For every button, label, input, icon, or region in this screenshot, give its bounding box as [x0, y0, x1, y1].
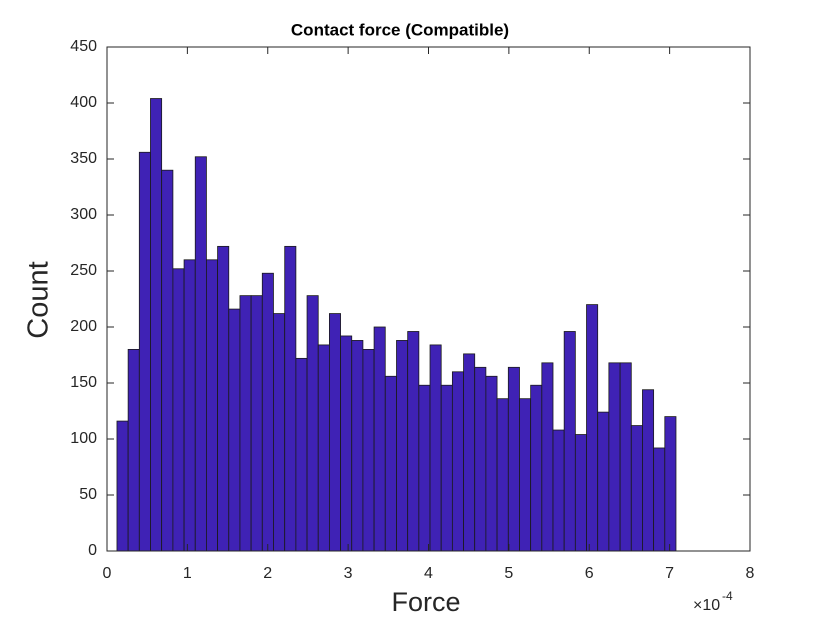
bar	[474, 366, 487, 552]
bar	[440, 384, 453, 552]
y-tick-label: 50	[79, 486, 97, 503]
bar	[563, 331, 576, 552]
bar	[451, 371, 464, 552]
bar	[306, 295, 319, 552]
bar	[161, 169, 174, 552]
bar	[261, 272, 274, 552]
bar	[507, 366, 520, 552]
x-scale-exponent: -4	[722, 589, 733, 603]
bar	[407, 331, 420, 552]
y-tick-label: 350	[70, 150, 97, 167]
bar	[530, 384, 543, 552]
bar	[295, 357, 308, 552]
x-tick-label: 2	[263, 565, 272, 582]
bar	[586, 304, 599, 552]
bar	[239, 295, 252, 552]
bar	[642, 389, 655, 552]
bar	[429, 344, 442, 552]
y-axis-label: Count	[23, 261, 55, 338]
bar	[597, 411, 610, 552]
bar	[463, 353, 476, 552]
x-tick-label: 5	[504, 565, 513, 582]
bar	[664, 416, 677, 552]
bar	[138, 151, 151, 552]
x-tick-label: 1	[183, 565, 192, 582]
bar	[340, 335, 353, 552]
bar	[206, 259, 218, 552]
y-tick-label: 0	[88, 542, 97, 559]
bar	[183, 259, 196, 552]
x-tick-label: 4	[424, 565, 433, 582]
bar	[619, 362, 632, 552]
bar	[630, 425, 643, 552]
bar	[116, 420, 129, 552]
bar	[217, 245, 230, 552]
x-scale-base: ×10	[693, 597, 720, 614]
bar	[362, 348, 375, 552]
bar	[228, 308, 241, 552]
bar	[328, 313, 341, 552]
y-tick-label: 400	[70, 94, 97, 111]
x-tick-label: 0	[103, 565, 112, 582]
bar	[496, 398, 509, 552]
y-tick-label: 100	[70, 430, 97, 447]
bar	[396, 340, 409, 552]
bar	[172, 268, 185, 552]
bar	[351, 340, 364, 552]
chart-title: Contact force (Compatible)	[291, 20, 509, 39]
y-tick-label: 250	[70, 262, 97, 279]
y-tick-label: 200	[70, 318, 97, 335]
y-tick-label: 450	[70, 38, 97, 55]
bar	[150, 98, 163, 552]
bar	[273, 313, 286, 552]
y-tick-label: 150	[70, 374, 97, 391]
bar	[519, 398, 532, 552]
bar	[541, 362, 554, 552]
bar	[574, 434, 587, 552]
bar	[552, 429, 565, 552]
bar	[317, 344, 330, 552]
bar	[384, 375, 397, 552]
x-tick-label: 8	[746, 565, 755, 582]
bar	[418, 384, 431, 552]
y-tick-label: 300	[70, 206, 97, 223]
x-tick-label: 6	[585, 565, 594, 582]
bar	[653, 447, 666, 552]
bar	[373, 326, 386, 552]
x-tick-label: 3	[344, 565, 353, 582]
bar	[194, 156, 207, 552]
bar	[608, 362, 621, 552]
bar	[250, 295, 263, 552]
bar	[127, 348, 140, 552]
bar	[284, 245, 297, 552]
x-axis-label: Force	[391, 587, 460, 617]
bar	[485, 375, 498, 552]
x-tick-label: 7	[665, 565, 674, 582]
